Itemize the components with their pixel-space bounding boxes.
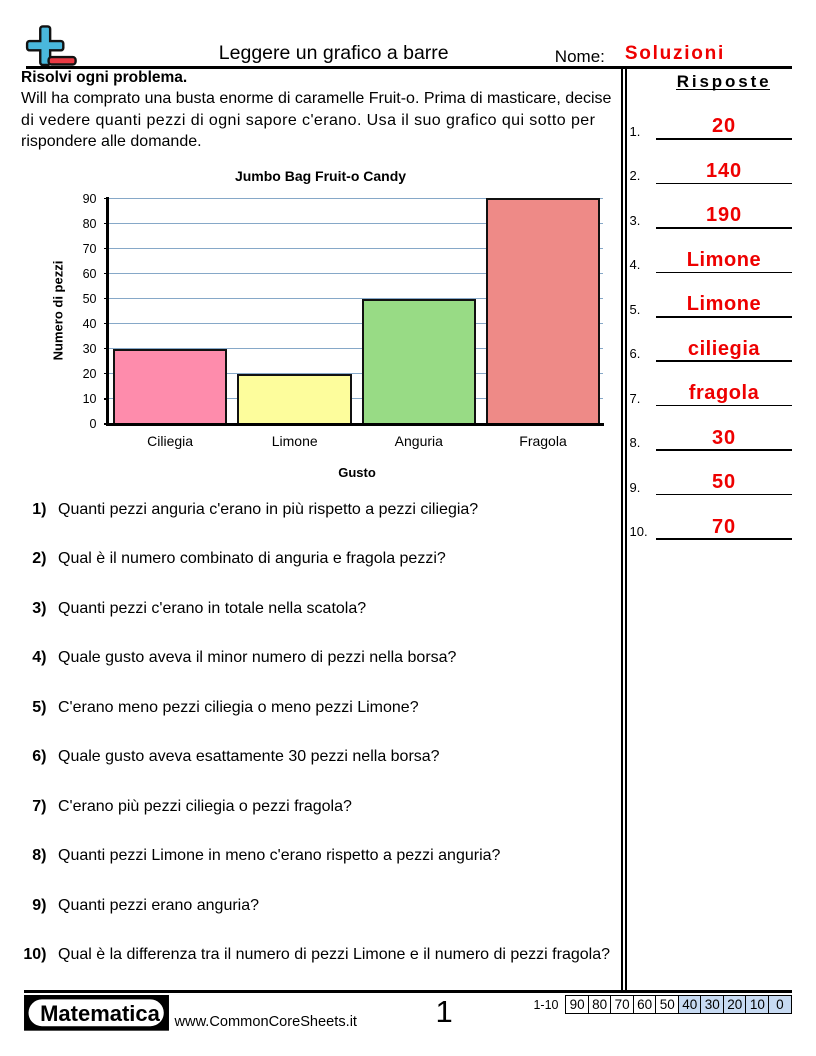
svg-text:Matematica: Matematica bbox=[40, 1001, 161, 1026]
